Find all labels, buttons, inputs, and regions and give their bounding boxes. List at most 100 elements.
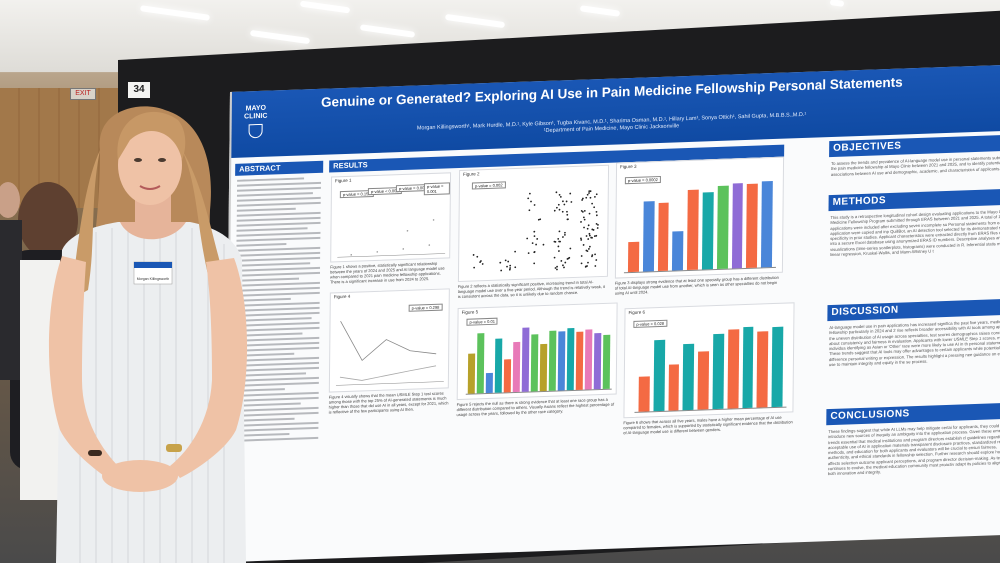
chart-bar: [668, 364, 680, 411]
chart-bar: [657, 202, 670, 272]
chart-bar: [682, 343, 695, 411]
figure-6-bars: [634, 323, 788, 413]
scatter-point: [556, 268, 558, 271]
scatter-point: [596, 227, 599, 229]
figure-2-scatter: [472, 190, 599, 272]
scatter-point: [508, 268, 511, 271]
section-discussion: DISCUSSION: [827, 298, 1000, 322]
figure-1: Figure 1 p-value = 0.154 p-value < 0.001…: [330, 172, 452, 263]
figure-4-caption: Figure 4 visually shows that the mean US…: [328, 390, 449, 415]
scatter-point: [593, 206, 596, 209]
scatter-point: [561, 210, 564, 213]
scatter-point: [531, 242, 534, 245]
chart-bar: [539, 344, 548, 392]
scatter-point: [565, 200, 568, 203]
figure-4: Figure 4 p-value = 0.298: [328, 288, 450, 393]
chart-bar: [742, 326, 754, 409]
scatter-point: [566, 213, 569, 216]
scatter-point: [580, 262, 583, 265]
scatter-point: [539, 218, 542, 221]
scatter-point: [588, 190, 591, 193]
chart-bar: [503, 358, 512, 393]
scatter-point: [527, 252, 530, 255]
figure-label: Figure 5: [461, 309, 479, 315]
section-methods: METHODS: [828, 188, 1000, 212]
scatter-point: [591, 254, 594, 257]
chart-bar: [731, 182, 744, 269]
scatter-point: [557, 203, 560, 206]
scatter-point: [591, 202, 594, 205]
scatter-point: [528, 192, 531, 195]
chart-bar: [584, 329, 593, 390]
scatter-point: [592, 229, 595, 231]
scatter-point: [595, 222, 598, 225]
scatter-point: [506, 265, 508, 268]
methods-text: This study is a retrospective longitudin…: [830, 208, 1000, 258]
shield-icon: [248, 123, 263, 139]
scatter-point: [595, 193, 598, 196]
scatter-point: [587, 224, 590, 227]
chart-bar: [627, 241, 640, 273]
ceiling-light: [249, 29, 311, 45]
p-value: p-value = 0.001: [423, 182, 450, 196]
scatter-point: [535, 243, 538, 246]
scatter-point: [554, 267, 557, 269]
scatter-point: [504, 259, 507, 262]
scatter-point: [514, 250, 517, 253]
chart-bar: [642, 201, 655, 272]
scatter-point: [582, 244, 585, 246]
chart-bar: [701, 192, 714, 270]
scatter-point: [570, 201, 573, 203]
figure-5-bars: [465, 321, 613, 395]
scatter-point: [509, 267, 512, 269]
scatter-point: [533, 230, 536, 233]
objectives-text: To assess the trends and prevalence of A…: [830, 154, 1000, 177]
figure-3-caption: Figure 3 displays strong evidence that a…: [614, 274, 779, 296]
scatter-point: [566, 210, 568, 213]
chart-bar: [653, 340, 665, 412]
scatter-point: [553, 256, 556, 259]
poster-authors: Morgan Killingsworth¹, Mark Hurdle, M.D.…: [321, 109, 901, 143]
scatter-point: [569, 192, 572, 195]
chart-bar: [716, 185, 729, 270]
scatter-point: [594, 253, 596, 256]
figure-label: Figure 6: [628, 309, 646, 316]
ceiling-light: [579, 5, 621, 17]
p-value: p-value = 0.0002: [624, 175, 661, 185]
chart-bar: [512, 341, 521, 393]
chart-bar: [727, 329, 739, 409]
scatter-point: [563, 266, 565, 269]
chart-bar: [602, 335, 611, 389]
chart-bar: [712, 334, 725, 410]
ceiling-light: [139, 5, 211, 21]
figure-2-caption: Figure 2 reflects a statistically signif…: [457, 279, 606, 300]
ceiling-light: [829, 0, 845, 7]
figure-2: Figure 2 p-value = 0.002: [457, 164, 610, 283]
research-poster: MAYO CLINIC Genuine or Generated? Explor…: [225, 64, 1000, 563]
scatter-point: [597, 223, 599, 226]
scatter-point: [509, 264, 512, 267]
scatter-point: [533, 235, 536, 238]
scatter-point: [587, 261, 589, 264]
chart-bar: [467, 353, 476, 394]
chart-bar: [761, 180, 773, 268]
conclusions-text: These findings suggest that while AI LLM…: [827, 422, 1000, 477]
chart-bar: [494, 338, 503, 393]
scatter-point: [559, 195, 562, 198]
scatter-point: [507, 260, 510, 263]
scatter-point: [590, 236, 593, 239]
chart-bar: [672, 231, 684, 271]
scatter-point: [582, 197, 584, 200]
scatter-point: [558, 193, 561, 196]
scatter-point: [533, 204, 536, 206]
scatter-point: [564, 231, 566, 234]
scatter-point: [588, 248, 590, 250]
chart-bar: [476, 332, 485, 394]
scatter-point: [580, 209, 583, 212]
ceiling-light: [444, 13, 506, 29]
scatter-point: [533, 262, 536, 265]
figure-label: Figure 3: [620, 163, 637, 170]
chart-bar: [771, 327, 784, 408]
scatter-point: [472, 254, 475, 256]
scatter-point: [556, 265, 558, 268]
